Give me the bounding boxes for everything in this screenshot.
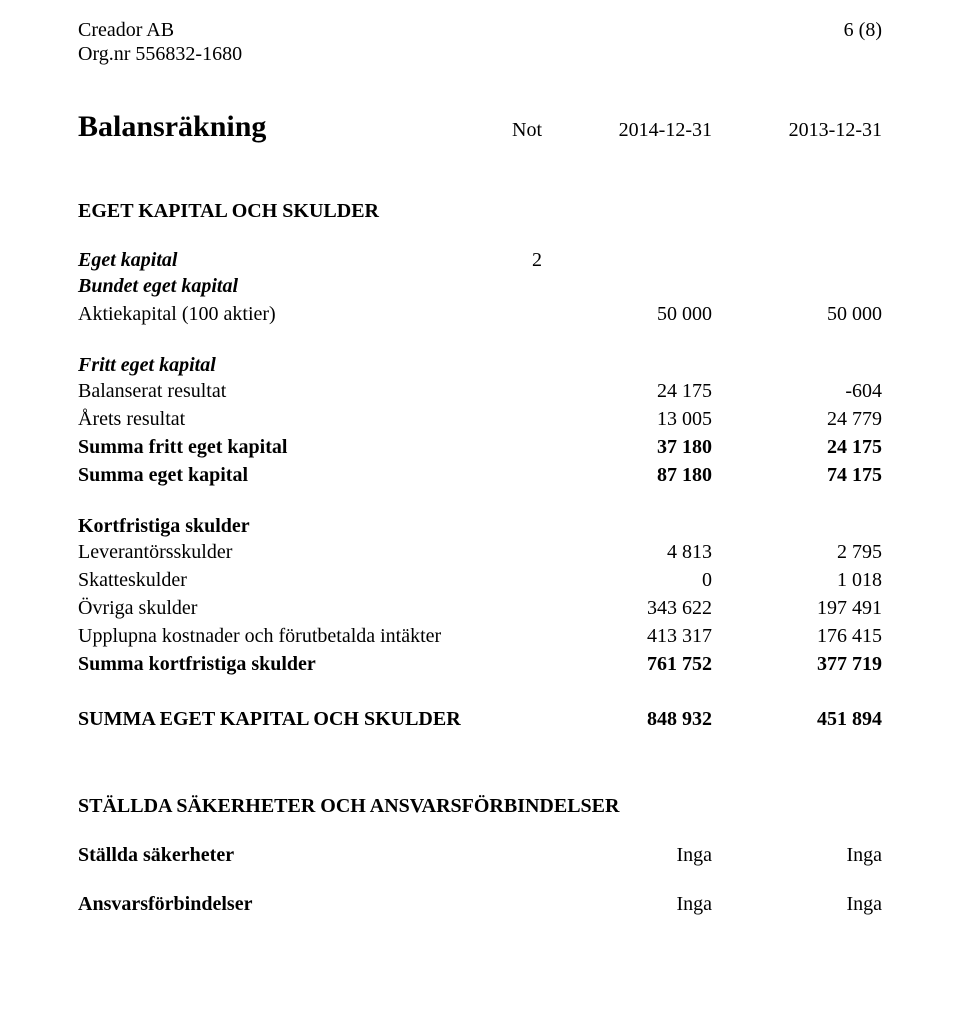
column-period-b: 2013-12-31	[712, 119, 882, 142]
equity-heading-row: Eget kapital 2	[78, 249, 882, 272]
page-indicator: 6 (8)	[844, 18, 882, 43]
sum-equity-a: 87 180	[542, 461, 712, 489]
tax-label: Skatteskulder	[78, 566, 542, 594]
other-liab-a: 343 622	[542, 594, 712, 622]
lev-label: Leverantörsskulder	[78, 538, 542, 566]
pledges-heading: STÄLLDA SÄKERHETER OCH ANSVARSFÖRBINDELS…	[78, 795, 882, 818]
balanced-result-label: Balanserat resultat	[78, 377, 542, 405]
year-result-label: Årets resultat	[78, 405, 542, 433]
other-liab-b: 197 491	[712, 594, 882, 622]
accrued-label: Upplupna kostnader och förutbetalda intä…	[78, 622, 542, 650]
title-row: Balansräkning Not 2014-12-31 2013-12-31	[78, 88, 882, 144]
lev-a: 4 813	[542, 538, 712, 566]
page: Creador AB 6 (8) Org.nr 556832-1680 Bala…	[0, 0, 960, 1012]
sum-equity-label: Summa eget kapital	[78, 461, 542, 489]
total-row: SUMMA EGET KAPITAL OCH SKULDER 848 932 4…	[78, 708, 882, 731]
balanced-result-a: 24 175	[542, 377, 712, 405]
org-number: Org.nr 556832-1680	[78, 43, 882, 66]
year-result-a: 13 005	[542, 405, 712, 433]
sum-free-equity-row: Summa fritt eget kapital 37 180 24 175	[78, 433, 882, 461]
accrued-b: 176 415	[712, 622, 882, 650]
sum-equity-b: 74 175	[712, 461, 882, 489]
accrued-a: 413 317	[542, 622, 712, 650]
contingent-b: Inga	[712, 893, 882, 916]
year-result-b: 24 779	[712, 405, 882, 433]
pledged-securities-row: Ställda säkerheter Inga Inga	[78, 844, 882, 867]
sum-short-liab-a: 761 752	[542, 650, 712, 678]
bound-equity-heading: Bundet eget kapital	[78, 272, 882, 300]
share-capital-label: Aktiekapital (100 aktier)	[78, 300, 542, 328]
document-title: Balansräkning	[78, 110, 266, 144]
tax-row: Skatteskulder 0 1 018	[78, 566, 882, 594]
contingent-row: Ansvarsförbindelser Inga Inga	[78, 893, 882, 916]
total-label: SUMMA EGET KAPITAL OCH SKULDER	[78, 708, 542, 731]
bound-equity-label: Bundet eget kapital	[78, 272, 542, 300]
tax-a: 0	[542, 566, 712, 594]
share-capital-a: 50 000	[542, 300, 712, 328]
pledged-securities-b: Inga	[712, 844, 882, 867]
balanced-result-row: Balanserat resultat 24 175 -604	[78, 377, 882, 405]
column-note-label: Not	[452, 119, 542, 142]
contingent-label: Ansvarsförbindelser	[78, 893, 542, 916]
pledged-securities-a: Inga	[542, 844, 712, 867]
lev-b: 2 795	[712, 538, 882, 566]
accrued-row: Upplupna kostnader och förutbetalda intä…	[78, 622, 882, 650]
pledged-securities-label: Ställda säkerheter	[78, 844, 542, 867]
sum-free-equity-label: Summa fritt eget kapital	[78, 433, 542, 461]
sum-short-liab-label: Summa kortfristiga skulder	[78, 650, 542, 678]
sum-free-equity-a: 37 180	[542, 433, 712, 461]
total-a: 848 932	[542, 708, 712, 731]
lev-row: Leverantörsskulder 4 813 2 795	[78, 538, 882, 566]
section-heading: EGET KAPITAL OCH SKULDER	[78, 200, 882, 223]
short-liab-heading: Kortfristiga skulder	[78, 515, 882, 538]
sum-short-liab-row: Summa kortfristiga skulder 761 752 377 7…	[78, 650, 882, 678]
equity-heading: Eget kapital	[78, 249, 452, 272]
sum-equity-row: Summa eget kapital 87 180 74 175	[78, 461, 882, 489]
balanced-result-b: -604	[712, 377, 882, 405]
free-equity-heading: Fritt eget kapital	[78, 354, 882, 377]
header-row: Creador AB 6 (8)	[78, 18, 882, 43]
company-name: Creador AB	[78, 18, 174, 43]
tax-b: 1 018	[712, 566, 882, 594]
share-capital-row: Aktiekapital (100 aktier) 50 000 50 000	[78, 300, 882, 328]
year-result-row: Årets resultat 13 005 24 779	[78, 405, 882, 433]
share-capital-b: 50 000	[712, 300, 882, 328]
column-period-a: 2014-12-31	[542, 119, 712, 142]
sum-short-liab-b: 377 719	[712, 650, 882, 678]
other-liab-label: Övriga skulder	[78, 594, 542, 622]
other-liab-row: Övriga skulder 343 622 197 491	[78, 594, 882, 622]
sum-free-equity-b: 24 175	[712, 433, 882, 461]
equity-note: 2	[452, 249, 542, 272]
total-b: 451 894	[712, 708, 882, 731]
contingent-a: Inga	[542, 893, 712, 916]
